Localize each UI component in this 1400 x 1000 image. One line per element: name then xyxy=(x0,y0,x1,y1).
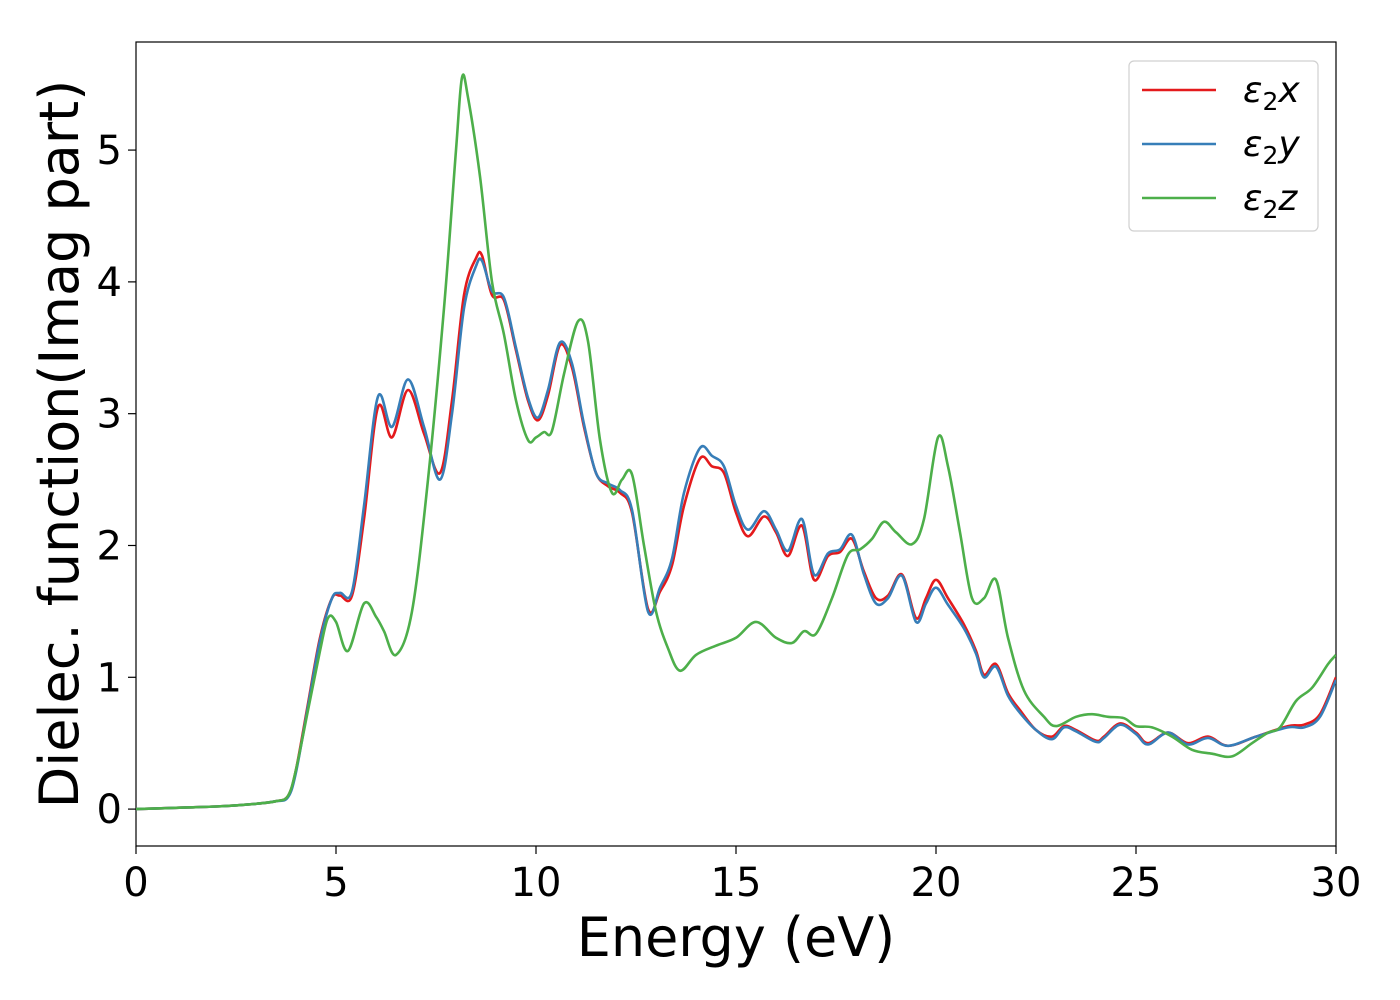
y-axis-title: Dielec. function(Imag part) xyxy=(28,80,91,809)
legend-label-x: ε2x xyxy=(1243,70,1300,116)
legend-box xyxy=(1128,60,1319,232)
legend: ε2x ε2y ε2z xyxy=(1128,60,1319,232)
series-line-x xyxy=(136,250,1336,811)
legend-label-y: ε2y xyxy=(1243,124,1300,170)
y-tick-label: 4 xyxy=(97,260,122,306)
y-tick-label: 2 xyxy=(97,523,122,569)
x-tick-label: 25 xyxy=(1111,860,1162,906)
x-tick-label: 20 xyxy=(911,860,962,906)
y-tick-label: 3 xyxy=(97,392,122,438)
x-tick-label: 5 xyxy=(323,860,348,906)
y-tick-label: 0 xyxy=(97,787,122,833)
legend-label-z: ε2z xyxy=(1243,178,1298,224)
x-tick-label: 15 xyxy=(711,860,762,906)
series-line-z xyxy=(136,73,1336,811)
series-layer xyxy=(136,73,1336,811)
x-axis: 0 5 10 15 20 25 30 xyxy=(123,846,1361,906)
y-tick-label: 1 xyxy=(97,655,122,701)
x-axis-title: Energy (eV) xyxy=(577,906,896,969)
x-tick-label: 10 xyxy=(511,860,562,906)
x-tick-label: 30 xyxy=(1311,860,1362,906)
y-axis: 0 1 2 3 4 5 xyxy=(97,128,136,833)
series-line-y xyxy=(136,257,1336,811)
y-tick-label: 5 xyxy=(97,128,122,174)
x-tick-label: 0 xyxy=(123,860,148,906)
